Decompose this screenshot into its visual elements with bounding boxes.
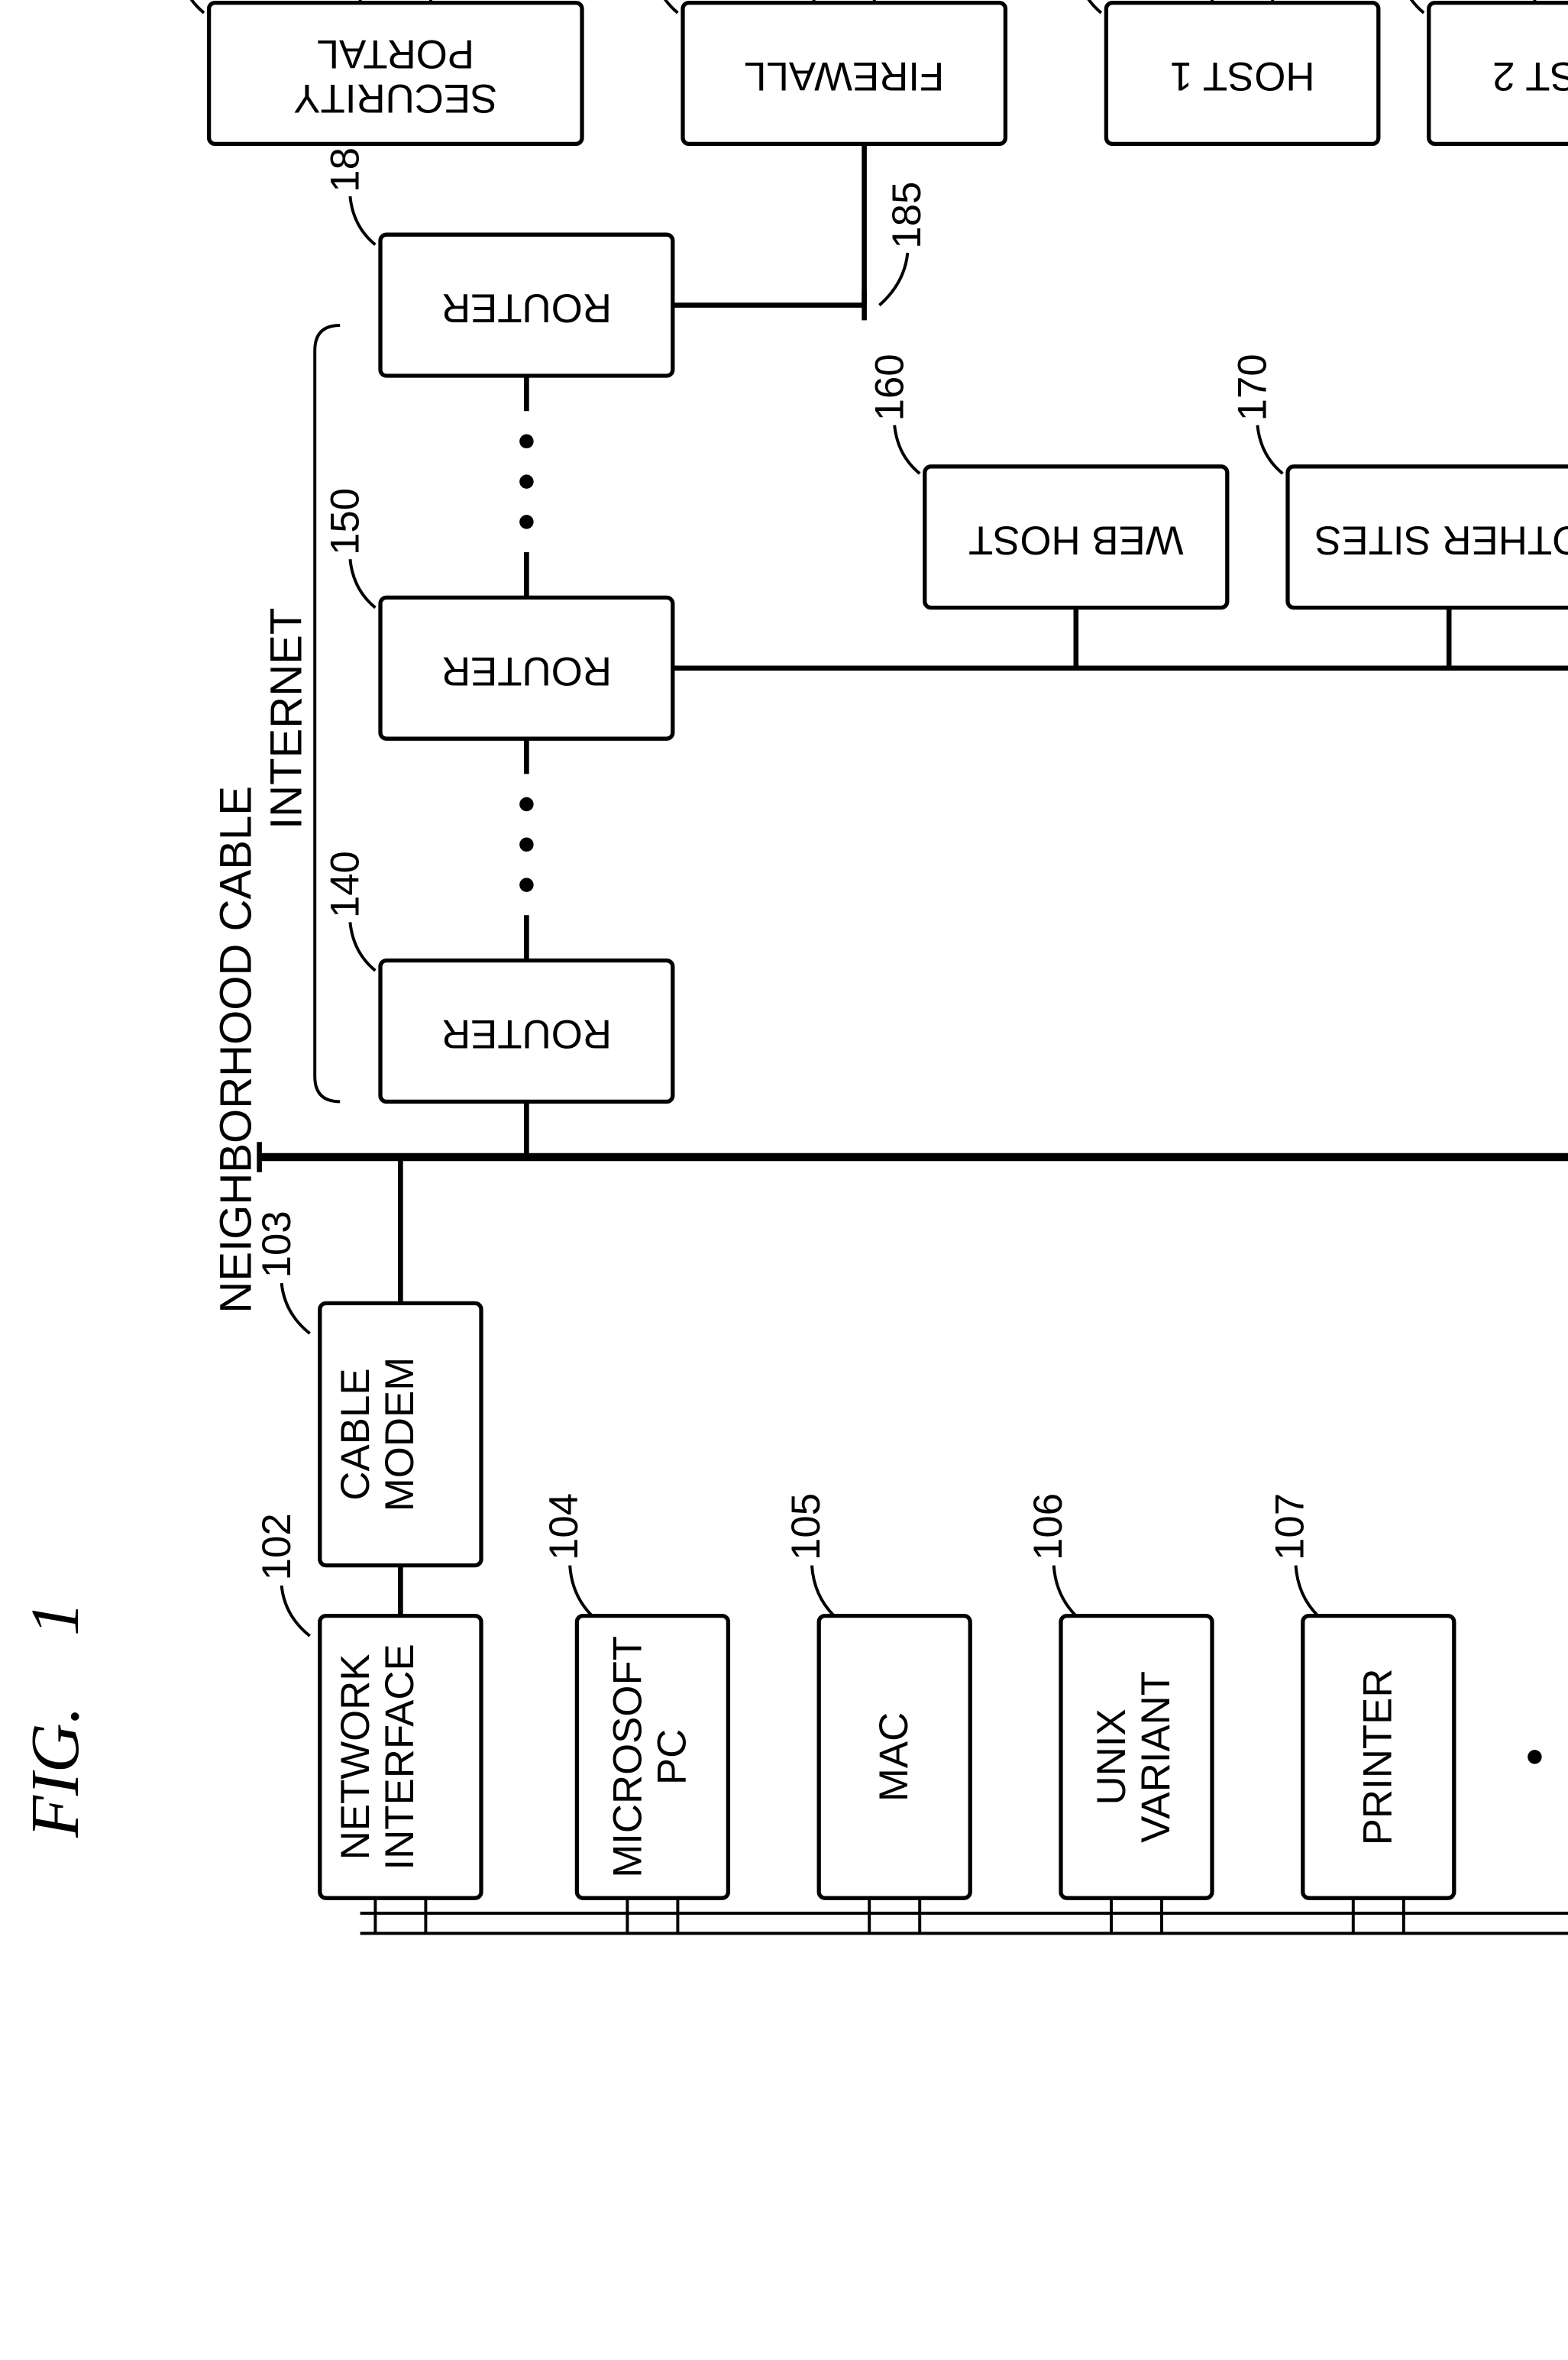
ref-185: 185 (879, 182, 929, 306)
router-ellipsis-1 (519, 797, 533, 892)
ref-198: 198 (1049, 0, 1101, 13)
svg-text:102: 102 (254, 1513, 299, 1580)
svg-text:OTHER SITES: OTHER SITES (1314, 517, 1568, 562)
svg-text:107: 107 (1268, 1493, 1313, 1560)
ref-104: 104 (542, 1493, 592, 1616)
unix-node: UNIXVARIANT (1061, 1616, 1212, 1934)
svg-text:103: 103 (254, 1211, 299, 1278)
svg-text:NETWORKINTERFACE: NETWORKINTERFACE (333, 1644, 422, 1870)
svg-text:HOST 2: HOST 2 (1492, 53, 1568, 99)
firewall-node: FIREWALL (683, 0, 1005, 144)
svg-text:WEB HOST: WEB HOST (968, 517, 1184, 562)
mac-node: MAC (819, 1616, 970, 1934)
printer-node: PRINTER (1303, 1616, 1454, 1934)
network-interface-node: NETWORKINTERFACE (320, 1616, 481, 1934)
ref-190: 190 (151, 0, 204, 13)
svg-text:185: 185 (884, 182, 929, 249)
svg-text:ROUTER: ROUTER (441, 648, 612, 693)
left-lan-bus (360, 1913, 1568, 1933)
svg-text:CABLEMODEM: CABLEMODEM (333, 1357, 422, 1511)
svg-text:MAC: MAC (871, 1712, 917, 1802)
ref-105: 105 (784, 1493, 834, 1616)
svg-text:106: 106 (1026, 1493, 1071, 1560)
fig-number: 1 (18, 1602, 93, 1636)
ref-170: 170 (1230, 354, 1283, 474)
svg-text:ROUTER: ROUTER (441, 1011, 612, 1056)
ref-106: 106 (1026, 1493, 1076, 1616)
other-sites-node: OTHER SITES (1288, 467, 1568, 668)
svg-text:ROUTER: ROUTER (441, 286, 612, 331)
ref-195: 195 (626, 0, 678, 13)
ref-150: 150 (323, 488, 376, 608)
svg-text:150: 150 (323, 488, 368, 555)
router-ellipsis-2 (519, 435, 533, 529)
svg-text:160: 160 (868, 354, 913, 421)
figure-1-diagram: FIG. 1 NETWORKINTERFACE 102 CABLEMODEM (0, 0, 1568, 2360)
host-1-node: HOST 1 (1106, 0, 1378, 144)
internet-bracket (315, 325, 340, 1101)
host-2-node: HOST 2 (1429, 0, 1568, 144)
svg-text:PRINTER: PRINTER (1355, 1669, 1400, 1846)
router-3-node: ROUTER (380, 234, 673, 376)
svg-text:HOST 1: HOST 1 (1170, 53, 1315, 99)
ref-103: 103 (254, 1211, 310, 1334)
ref-102: 102 (254, 1513, 310, 1636)
router-1-node: ROUTER (380, 961, 673, 1102)
neighborhood-cable-label: NEIGHBORHOOD CABLE (212, 786, 261, 1314)
microsoft-pc-node: MICROSOFTPC (577, 1616, 728, 1934)
web-host-node: WEB HOST (925, 467, 1227, 668)
svg-text:104: 104 (542, 1493, 587, 1560)
ref-160: 160 (868, 354, 920, 474)
svg-text:FIREWALL: FIREWALL (744, 53, 944, 99)
router-2-node: ROUTER (380, 597, 673, 739)
svg-text:105: 105 (784, 1493, 829, 1560)
internet-label: INTERNET (262, 608, 312, 829)
cable-modem-top-node: CABLEMODEM (320, 1303, 481, 1615)
fig-prefix: FIG. (18, 1706, 93, 1838)
security-portal-node: SECURITYPORTAL (209, 0, 582, 144)
svg-text:SECURITYPORTAL: SECURITYPORTAL (293, 31, 497, 121)
svg-text:140: 140 (323, 851, 368, 918)
svg-text:170: 170 (1230, 354, 1275, 421)
lan-ellipsis (1528, 1750, 1568, 1764)
ref-140: 140 (323, 851, 376, 971)
ref-107: 107 (1268, 1493, 1318, 1616)
